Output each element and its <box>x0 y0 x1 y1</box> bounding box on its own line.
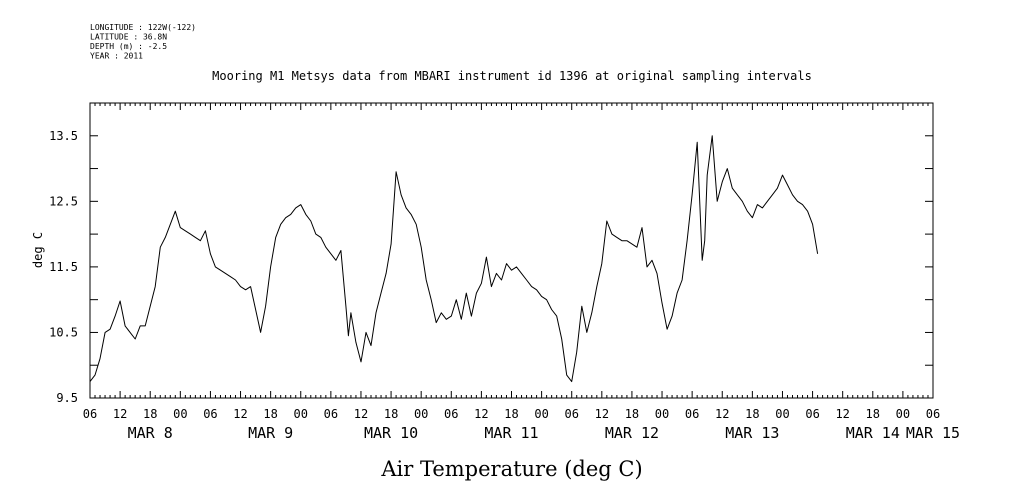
x-hour-tick-label: 18 <box>504 407 518 421</box>
x-hour-tick-label: 00 <box>414 407 428 421</box>
y-tick-label: 13.5 <box>49 129 78 143</box>
x-hour-tick-label: 06 <box>444 407 458 421</box>
y-tick-label: 10.5 <box>49 325 78 339</box>
x-day-label: MAR 11 <box>484 424 538 442</box>
chart-title: Mooring M1 Metsys data from MBARI instru… <box>212 69 812 83</box>
metadata-line: YEAR : 2011 <box>90 52 143 61</box>
x-hour-tick-label: 18 <box>866 407 880 421</box>
x-hour-tick-label: 12 <box>715 407 729 421</box>
x-day-label: MAR 8 <box>128 424 173 442</box>
x-hour-tick-label: 00 <box>655 407 669 421</box>
x-hour-tick-label: 00 <box>294 407 308 421</box>
x-day-label: MAR 12 <box>605 424 659 442</box>
x-axis-title: Air Temperature (deg C) <box>380 457 642 481</box>
metadata-line: DEPTH (m) : -2.5 <box>90 42 167 51</box>
axis-ticks <box>89 102 934 399</box>
y-axis-label: deg C <box>31 232 45 268</box>
x-hour-tick-label: 06 <box>83 407 97 421</box>
y-tick-label: 11.5 <box>49 260 78 274</box>
x-hour-tick-label: 06 <box>564 407 578 421</box>
x-hour-tick-label: 18 <box>143 407 157 421</box>
x-day-label: MAR 14 <box>846 424 900 442</box>
metadata-line: LONGITUDE : 122W(-122) <box>90 23 196 32</box>
y-tick-label: 12.5 <box>49 194 78 208</box>
x-hour-tick-label: 18 <box>625 407 639 421</box>
metadata-block: LONGITUDE : 122W(-122)LATITUDE : 36.8NDE… <box>90 23 196 61</box>
x-hour-tick-label: 18 <box>745 407 759 421</box>
x-day-label: MAR 15 <box>906 424 960 442</box>
x-day-label: MAR 9 <box>248 424 293 442</box>
x-hour-tick-label: 06 <box>926 407 940 421</box>
x-day-label: MAR 10 <box>364 424 418 442</box>
x-hour-tick-label: 12 <box>474 407 488 421</box>
metadata-line: LATITUDE : 36.8N <box>90 33 167 42</box>
x-hour-tick-label: 12 <box>595 407 609 421</box>
x-hour-tick-label: 06 <box>805 407 819 421</box>
y-tick-label: 9.5 <box>56 391 78 405</box>
x-hour-tick-label: 00 <box>896 407 910 421</box>
air-temperature-line <box>89 135 819 383</box>
x-hour-tick-label: 18 <box>384 407 398 421</box>
x-hour-tick-label: 12 <box>835 407 849 421</box>
axis-labels: 9.5 10.5 11.5 12.5 13.5 06 12 18 00 06 12 18 00 06 12 1… <box>49 129 960 442</box>
plot-frame <box>89 102 934 399</box>
x-hour-tick-label: 06 <box>203 407 217 421</box>
x-hour-tick-label: 00 <box>775 407 789 421</box>
x-day-label: MAR 13 <box>725 424 779 442</box>
x-hour-tick-label: 06 <box>324 407 338 421</box>
x-hour-tick-label: 12 <box>233 407 247 421</box>
x-hour-tick-label: 12 <box>354 407 368 421</box>
x-hour-tick-label: 18 <box>263 407 277 421</box>
x-hour-tick-label: 12 <box>113 407 127 421</box>
x-hour-tick-label: 00 <box>534 407 548 421</box>
x-hour-tick-label: 00 <box>173 407 187 421</box>
x-hour-tick-label: 06 <box>685 407 699 421</box>
